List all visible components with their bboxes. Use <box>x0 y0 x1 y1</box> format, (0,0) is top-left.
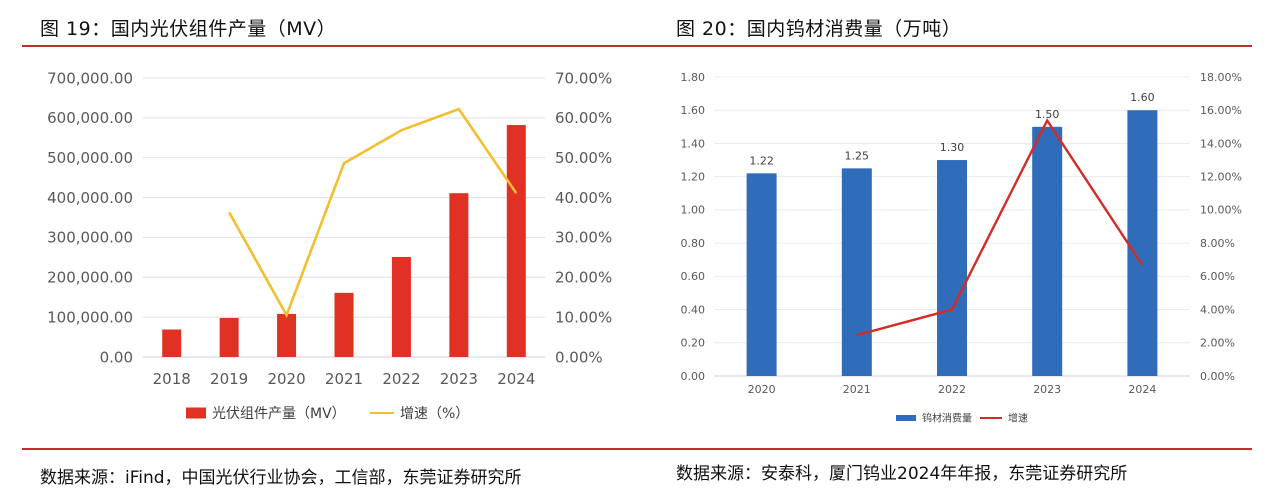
growth-line <box>856 118 1144 337</box>
pv-module-output-chart: 0.00 100,000.00 200,000.00 300,000.00 400,00… <box>47 69 612 422</box>
y2-tick-label: 16.00% <box>1200 104 1242 117</box>
x-tick-label: 2024 <box>497 370 535 388</box>
x-tick-label: 2018 <box>153 370 191 388</box>
bar-data-label: 1.22 <box>749 154 774 167</box>
bar <box>219 317 239 357</box>
y2-tick-label: 70.00% <box>555 69 612 87</box>
y2-tick-label: 10.00% <box>1200 204 1242 217</box>
x-tick-label: 2023 <box>440 370 478 388</box>
y2-tick-label: 18.00% <box>1200 71 1242 84</box>
x-tick-label: 2020 <box>748 383 776 396</box>
y-tick-label: 1.60 <box>681 104 706 117</box>
y2-tick-label: 40.00% <box>555 189 612 207</box>
bar-data-label: 1.50 <box>1035 108 1060 121</box>
bar <box>277 313 297 357</box>
bar-data-label: 1.25 <box>845 149 870 162</box>
bar <box>334 292 354 357</box>
bar-data-label: 1.30 <box>940 141 965 154</box>
figure-20-title: 图 20：国内钨材消费量（万吨） <box>676 18 962 40</box>
figure-19-title: 图 19：国内光伏组件产量（MV） <box>40 18 337 40</box>
figure-19-title-rule <box>22 45 642 47</box>
bar <box>746 173 777 376</box>
y-tick-label: 0.00 <box>100 348 133 366</box>
y2-tick-label: 0.00% <box>555 348 603 366</box>
y2-tick-label: 10.00% <box>555 308 612 326</box>
y2-tick-label: 4.00% <box>1200 303 1235 316</box>
tungsten-consumption-chart: 0.00 0.20 0.40 0.60 0.80 1.00 1.20 1.40 1.60 1.80… <box>681 71 1242 425</box>
bar <box>841 168 872 376</box>
x-tick-label: 2024 <box>1128 383 1156 396</box>
y-tick-label: 500,000.00 <box>47 149 133 167</box>
bar <box>506 125 526 357</box>
y-tick-label: 1.40 <box>681 137 706 150</box>
bar <box>162 329 182 357</box>
y2-tick-label: 60.00% <box>555 109 612 127</box>
bar <box>1032 126 1063 376</box>
y-tick-label: 0.00 <box>681 370 706 383</box>
bar <box>391 256 411 357</box>
y2-tick-label: 14.00% <box>1200 137 1242 150</box>
x-tick-label: 2022 <box>938 383 966 396</box>
figure-20-source: 数据来源：安泰科，厦门钨业2024年年报，东莞证券研究所 <box>676 464 1128 484</box>
legend-bar-swatch <box>896 415 916 421</box>
y-tick-label: 200,000.00 <box>47 269 133 287</box>
y-tick-label: 400,000.00 <box>47 189 133 207</box>
x-tick-label: 2022 <box>382 370 420 388</box>
y-tick-label: 0.20 <box>681 337 706 350</box>
y2-tick-label: 2.00% <box>1200 337 1235 350</box>
y2-tick-label: 6.00% <box>1200 270 1235 283</box>
y2-tick-label: 8.00% <box>1200 237 1235 250</box>
y-tick-label: 700,000.00 <box>47 69 133 87</box>
y2-tick-label: 30.00% <box>555 229 612 247</box>
legend-line-label: 增速 <box>1008 412 1028 425</box>
legend-bar-label: 光伏组件产量（MV） <box>212 406 346 422</box>
y-tick-label: 600,000.00 <box>47 109 133 127</box>
x-tick-label: 2019 <box>210 370 248 388</box>
y-tick-label: 1.80 <box>681 71 706 84</box>
x-tick-label: 2021 <box>843 383 871 396</box>
y2-tick-label: 12.00% <box>1200 171 1242 184</box>
figure-20-title-rule <box>640 45 1252 47</box>
y2-tick-label: 0.00% <box>1200 370 1235 383</box>
figure-19-source: 数据来源：iFind，中国光伏行业协会，工信部，东莞证券研究所 <box>40 468 522 488</box>
x-tick-label: 2023 <box>1033 383 1061 396</box>
x-tick-label: 2020 <box>267 370 305 388</box>
legend-bar-swatch <box>186 407 206 419</box>
bar <box>449 193 469 357</box>
figure-20-source-rule <box>640 448 1252 450</box>
y-tick-label: 0.40 <box>681 303 706 316</box>
y-tick-label: 0.80 <box>681 237 706 250</box>
legend-bar-label: 钨材消费量 <box>922 412 972 425</box>
y-tick-label: 1.00 <box>681 204 706 217</box>
y-tick-label: 100,000.00 <box>47 308 133 326</box>
y2-tick-label: 20.00% <box>555 269 612 287</box>
y-tick-label: 300,000.00 <box>47 229 133 247</box>
y-tick-label: 0.60 <box>681 270 706 283</box>
bar <box>1127 110 1158 376</box>
figure-19-source-rule <box>22 448 642 450</box>
x-tick-label: 2021 <box>325 370 363 388</box>
bar <box>937 160 967 376</box>
bar-data-label: 1.60 <box>1130 91 1155 104</box>
growth-line <box>228 107 518 319</box>
legend-line-label: 增速（%） <box>400 406 469 422</box>
y-tick-label: 1.20 <box>681 171 706 184</box>
y2-tick-label: 50.00% <box>555 149 612 167</box>
